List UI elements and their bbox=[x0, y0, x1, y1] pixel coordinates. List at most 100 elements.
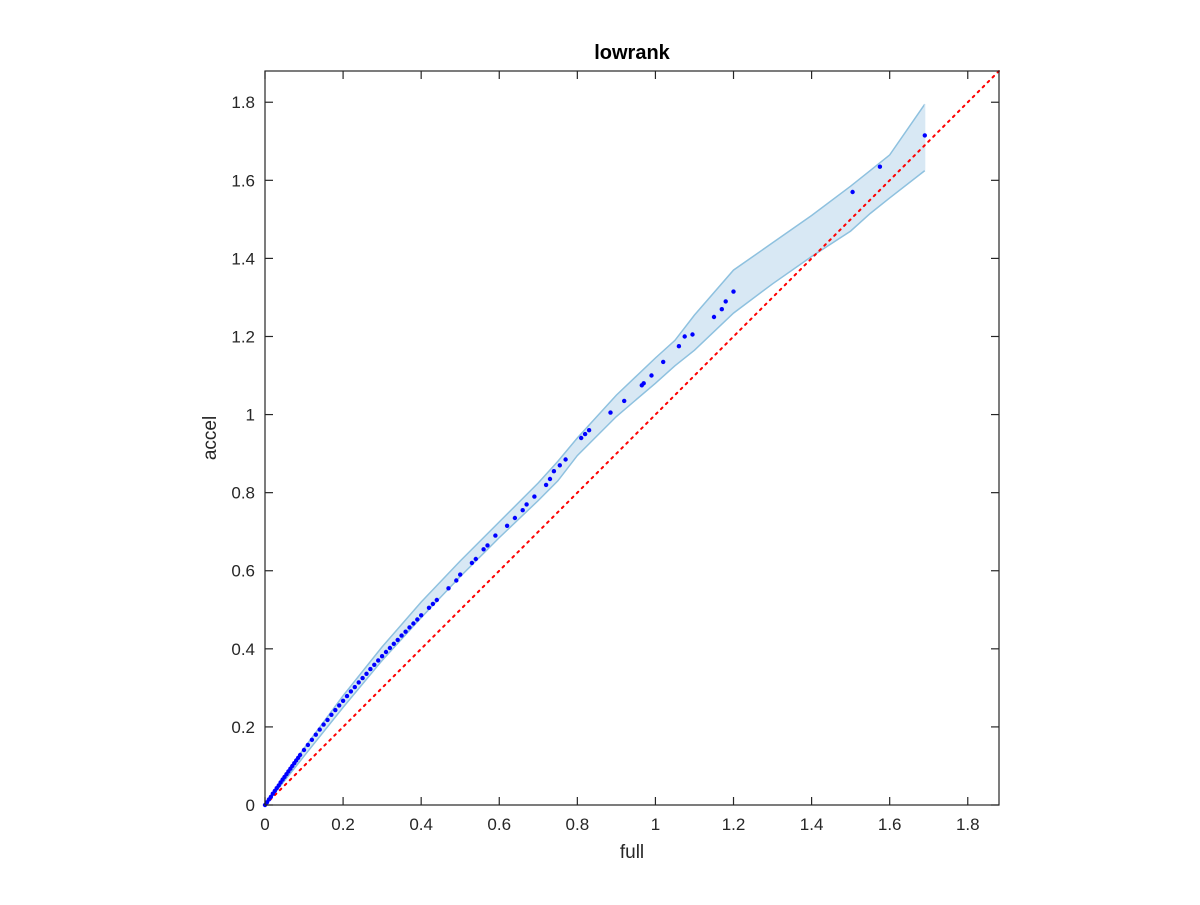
data-point bbox=[469, 560, 475, 566]
axes-frame bbox=[264, 70, 1000, 806]
y-tick-label: 1.6 bbox=[231, 171, 255, 190]
confidence-band bbox=[264, 103, 926, 806]
y-tick-label: 0.6 bbox=[231, 562, 255, 581]
axes-box bbox=[264, 70, 1000, 806]
band-fill bbox=[265, 104, 925, 805]
data-point bbox=[325, 717, 330, 723]
data-point bbox=[337, 703, 342, 708]
reference-line bbox=[264, 70, 1000, 806]
data-point bbox=[682, 334, 687, 339]
data-point bbox=[676, 344, 682, 349]
data-point bbox=[547, 476, 553, 482]
data-point bbox=[586, 428, 592, 433]
identity-line bbox=[264, 70, 1000, 806]
data-point bbox=[305, 742, 311, 748]
data-point bbox=[719, 307, 724, 312]
data-point bbox=[458, 572, 463, 577]
data-point bbox=[333, 707, 338, 713]
data-point bbox=[376, 658, 381, 663]
data-points bbox=[262, 133, 927, 808]
chart-title: lowrank bbox=[594, 42, 670, 64]
y-tick-label: 1 bbox=[246, 406, 255, 425]
data-point bbox=[524, 502, 529, 507]
y-axis-ticks: 0 0.2 0.4 0.6 0.8 1 1.2 1.4 1.6 1.8 bbox=[231, 93, 999, 815]
y-tick-label: 0.8 bbox=[231, 484, 255, 503]
band-lower-edge bbox=[264, 170, 926, 806]
x-tick-label: 1.2 bbox=[722, 815, 746, 834]
data-point bbox=[551, 469, 557, 474]
data-point bbox=[622, 398, 627, 404]
data-point bbox=[711, 314, 717, 320]
data-point bbox=[395, 637, 400, 643]
y-tick-label: 1.8 bbox=[231, 93, 255, 112]
data-point bbox=[356, 680, 361, 685]
data-point bbox=[352, 684, 357, 690]
data-point bbox=[387, 645, 393, 651]
data-point bbox=[922, 133, 927, 138]
data-point bbox=[329, 712, 334, 717]
y-axis-label: accel bbox=[200, 416, 221, 460]
data-point bbox=[543, 482, 549, 488]
data-point bbox=[430, 601, 436, 607]
band-upper-edge bbox=[264, 103, 926, 806]
x-tick-label: 0.2 bbox=[331, 815, 355, 834]
data-point bbox=[407, 625, 412, 630]
data-point bbox=[850, 189, 855, 195]
data-point bbox=[403, 629, 408, 634]
x-tick-label: 1 bbox=[651, 815, 660, 834]
data-point bbox=[399, 633, 404, 638]
data-point bbox=[364, 671, 369, 676]
data-point bbox=[415, 617, 420, 622]
data-point bbox=[344, 693, 350, 699]
data-point bbox=[391, 641, 396, 646]
data-point bbox=[649, 373, 654, 378]
x-tick-label: 0.6 bbox=[487, 815, 511, 834]
y-tick-label: 0.2 bbox=[231, 718, 255, 737]
x-tick-label: 0 bbox=[260, 815, 269, 834]
data-point bbox=[309, 737, 315, 742]
data-point bbox=[348, 689, 354, 694]
y-tick-label: 1.4 bbox=[231, 249, 255, 268]
data-point bbox=[723, 299, 728, 304]
data-point bbox=[608, 410, 613, 415]
data-point bbox=[512, 515, 518, 521]
data-point bbox=[485, 543, 490, 548]
data-point bbox=[582, 431, 588, 437]
data-point bbox=[434, 597, 439, 603]
x-axis-label: full bbox=[620, 842, 644, 863]
data-point bbox=[504, 523, 510, 528]
y-tick-label: 1.2 bbox=[231, 327, 255, 346]
data-point bbox=[661, 359, 666, 365]
data-point bbox=[690, 332, 695, 337]
data-point bbox=[641, 381, 646, 386]
data-point bbox=[520, 508, 525, 513]
data-point bbox=[360, 675, 365, 681]
x-tick-label: 1.8 bbox=[956, 815, 980, 834]
data-point bbox=[383, 649, 389, 655]
data-point bbox=[579, 435, 584, 441]
data-point bbox=[297, 752, 303, 758]
data-point bbox=[419, 613, 424, 618]
data-point bbox=[368, 666, 373, 672]
data-point bbox=[563, 457, 568, 462]
data-point bbox=[313, 732, 318, 737]
data-point bbox=[411, 621, 416, 626]
data-point bbox=[426, 605, 432, 610]
data-point bbox=[340, 698, 346, 703]
data-point bbox=[481, 547, 486, 552]
x-tick-label: 1.6 bbox=[878, 815, 902, 834]
data-point bbox=[493, 533, 498, 538]
data-point bbox=[321, 722, 326, 727]
data-point bbox=[301, 747, 307, 753]
data-point bbox=[532, 494, 537, 499]
data-point bbox=[473, 556, 478, 562]
data-point bbox=[372, 662, 377, 667]
data-point bbox=[379, 654, 385, 659]
x-tick-label: 0.8 bbox=[566, 815, 590, 834]
data-point bbox=[446, 586, 451, 591]
y-tick-label: 0 bbox=[246, 796, 255, 815]
data-point bbox=[454, 578, 459, 583]
data-point bbox=[731, 289, 736, 294]
